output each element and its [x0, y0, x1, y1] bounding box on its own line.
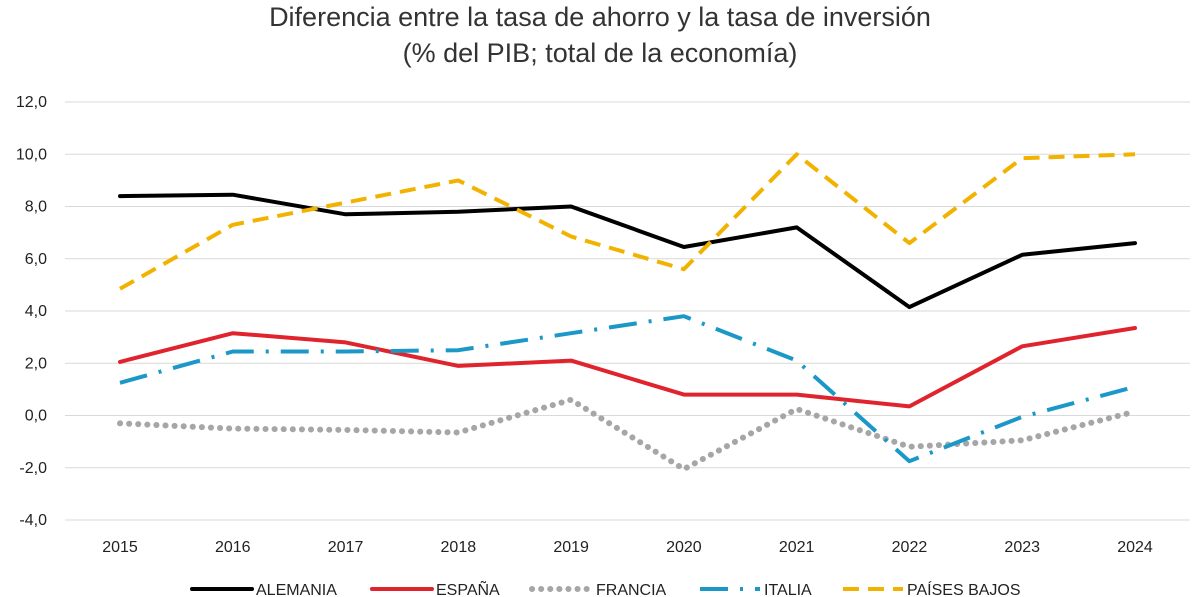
x-tick-label: 2021 [779, 539, 815, 556]
x-tick-label: 2018 [441, 539, 477, 556]
chart-title: Diferencia entre la tasa de ahorro y la … [269, 2, 931, 32]
legend-label: ESPAÑA [436, 579, 500, 597]
series-line-alemania [118, 192, 1137, 310]
y-tick-label: -2,0 [19, 460, 47, 477]
legend-label: ALEMANIA [256, 582, 337, 597]
y-tick-label: 2,0 [25, 355, 47, 372]
legend-label: ITALIA [764, 582, 812, 597]
legend-label: FRANCIA [596, 582, 667, 597]
x-tick-label: 2017 [328, 539, 364, 556]
series-line-francia [117, 396, 1138, 473]
y-tick-label: 6,0 [25, 251, 47, 268]
series-line-italia [119, 314, 1136, 464]
y-tick-label: 12,0 [16, 94, 47, 111]
x-tick-label: 2015 [102, 539, 138, 556]
x-tick-label: 2020 [666, 539, 702, 556]
x-tick-label: 2019 [553, 539, 589, 556]
chart-subtitle: (% del PIB; total de la economía) [402, 38, 798, 68]
y-tick-label: 0,0 [25, 408, 47, 425]
series-line-pa-ses-bajos [119, 152, 1136, 291]
y-tick-label: 10,0 [16, 146, 47, 163]
x-tick-label: 2023 [1004, 539, 1040, 556]
x-tick-label: 2024 [1117, 539, 1153, 556]
y-tick-label: 8,0 [25, 199, 47, 216]
y-tick-label: -4,0 [19, 512, 47, 529]
series-line-espa-a [118, 326, 1137, 409]
y-tick-label: 4,0 [25, 303, 47, 320]
x-tick-label: 2022 [892, 539, 928, 556]
legend-label: PAÍSES BAJOS [907, 580, 1021, 597]
x-tick-label: 2016 [215, 539, 251, 556]
